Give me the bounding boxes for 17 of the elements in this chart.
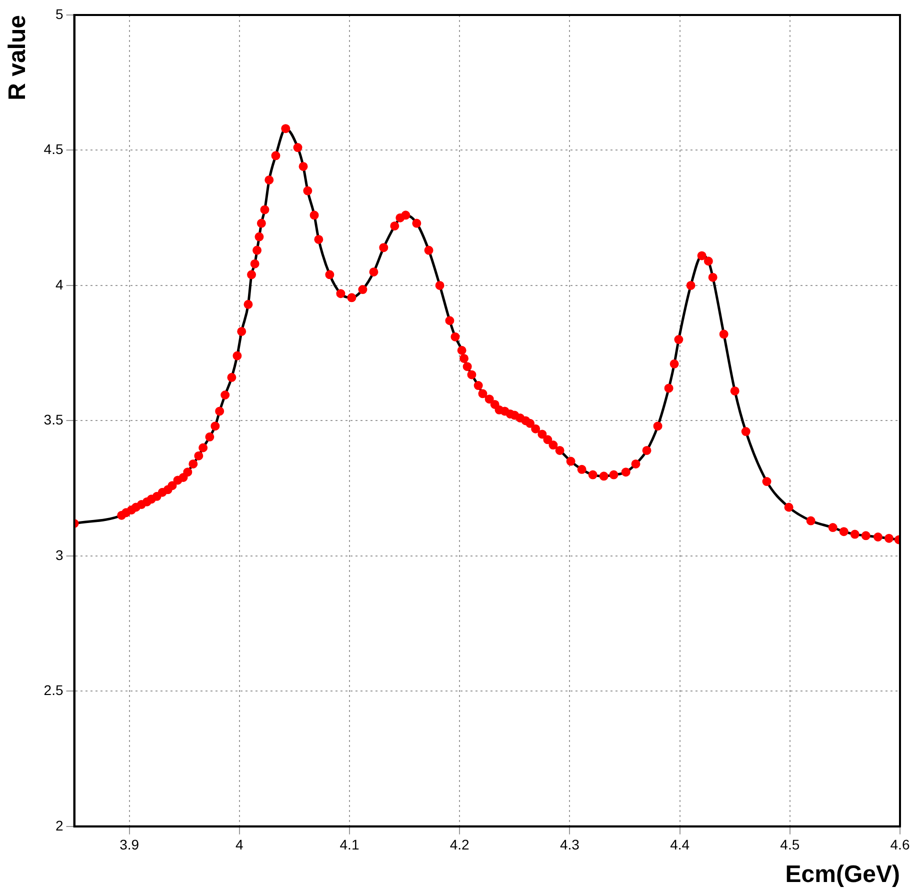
x-tick-label: 4.1 <box>340 836 360 853</box>
y-tick-label: 4 <box>55 276 64 292</box>
x-tick-label: 4.4 <box>670 836 690 853</box>
y-tick-label: 3.5 <box>44 412 64 428</box>
x-tick-label: 4.2 <box>450 836 470 853</box>
x-tick-label: 4.5 <box>780 836 800 853</box>
x-tick-label: 4 <box>236 836 244 853</box>
y-tick-label: 3 <box>55 546 64 563</box>
x-tick-label: 4.3 <box>560 836 580 853</box>
y-tick-label: 2 <box>55 817 64 834</box>
y-tick-label: 4.5 <box>44 141 64 158</box>
x-tick-label: 3.9 <box>120 836 140 853</box>
y-axis-title: R value <box>4 15 32 100</box>
x-tick-label: 4.6 <box>890 836 910 853</box>
x-axis-title: Ecm(GeV) <box>785 861 900 888</box>
y-tick-label: 2.5 <box>44 682 64 698</box>
y-tick-label: 5 <box>55 6 64 22</box>
